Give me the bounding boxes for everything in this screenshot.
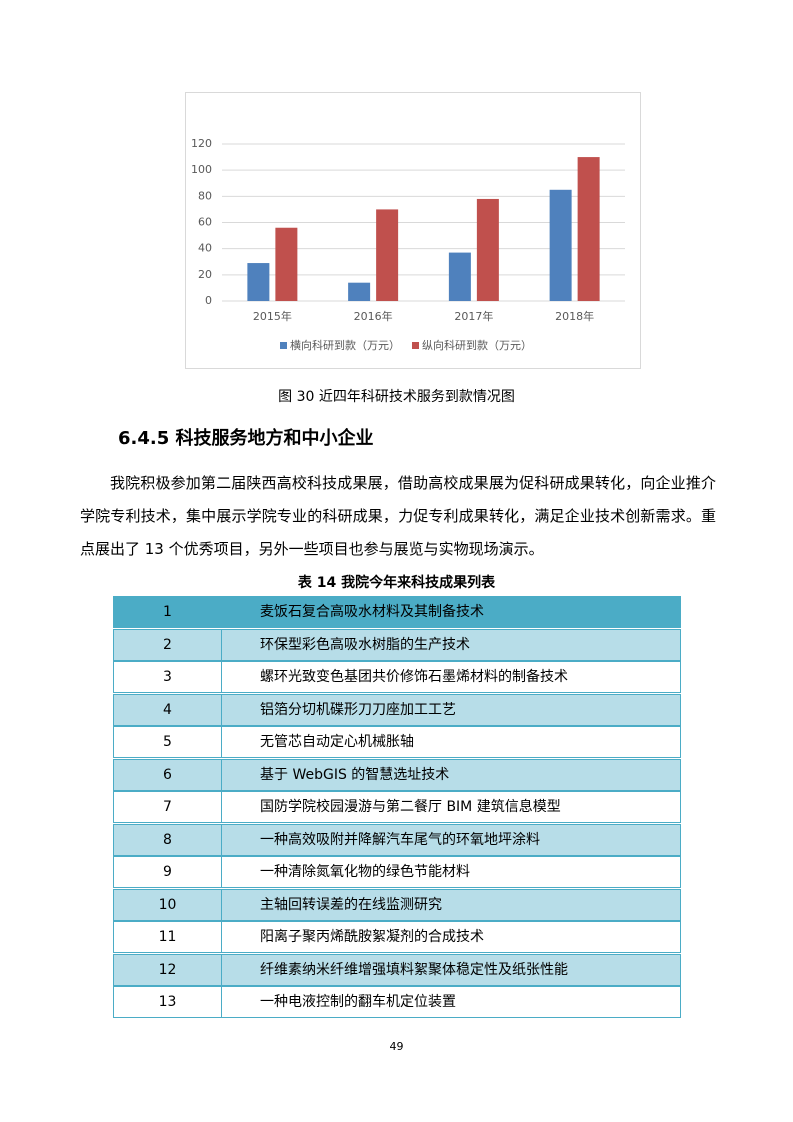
row-number: 3 [114,662,222,692]
row-number: 13 [114,987,222,1017]
row-number: 12 [114,954,222,985]
row-title: 环保型彩色高吸水树脂的生产技术 [260,636,470,653]
table-row: 1 麦饭石复合高吸水材料及其制备技术 [113,596,681,628]
table-row: 10 主轴回转误差的在线监测研究 [113,888,681,921]
row-number: 5 [114,727,222,757]
y-tick-label: 60 [198,216,212,229]
bar [348,282,371,301]
row-title: 纤维素纳米纤维增强填料絮聚体稳定性及纸张性能 [260,961,568,978]
row-title: 铝箔分切机碟形刀刀座加工工艺 [260,701,456,718]
table-row: 6 基于 WebGIS 的智慧选址技术 [113,758,681,791]
row-number: 4 [114,694,222,725]
row-number: 8 [114,824,222,855]
row-number: 1 [114,597,222,627]
table-row: 4 铝箔分切机碟形刀刀座加工工艺 [113,693,681,726]
table-row: 7 国防学院校园漫游与第二餐厅 BIM 建筑信息模型 [113,791,681,823]
table-row: 13 一种电液控制的翻车机定位装置 [113,986,681,1018]
row-number: 9 [114,857,222,887]
row-title: 无管芯自动定心机械胀轴 [260,734,414,750]
row-title: 一种电液控制的翻车机定位装置 [260,994,456,1010]
figure-caption: 图 30 近四年科研技术服务到款情况图 [278,389,515,405]
bar [577,157,600,301]
legend-label: 纵向科研到款（万元） [422,338,532,352]
row-number: 7 [114,792,222,822]
bar [247,263,270,301]
row-title: 阳离子聚丙烯酰胺絮凝剂的合成技术 [260,929,484,945]
y-tick-label: 0 [205,294,212,307]
table-row: 8 一种高效吸附并降解汽车尾气的环氧地坪涂料 [113,823,681,856]
table-caption: 表 14 我院今年来科技成果列表 [297,575,496,591]
y-tick-label: 120 [191,137,212,150]
chart: 0 20 40 60 80 100 120 2015年 2016年 2017年 2018年横向科研到… [185,92,641,369]
legend-swatch [412,342,419,349]
legend-swatch [280,342,287,349]
table-row: 9 一种清除氮氧化物的绿色节能材料 [113,856,681,888]
bar [549,189,572,301]
bar [376,209,399,301]
table-row: 5 无管芯自动定心机械胀轴 [113,726,681,758]
x-tick-label: 2017年 [454,309,493,323]
row-title: 基于 WebGIS 的智慧选址技术 [260,766,450,783]
x-tick-label: 2015年 [253,309,292,323]
row-number: 11 [114,922,222,952]
table-row: 12 纤维素纳米纤维增强填料絮聚体稳定性及纸张性能 [113,953,681,986]
table-row: 11 阳离子聚丙烯酰胺絮凝剂的合成技术 [113,921,681,953]
row-number: 10 [114,889,222,920]
bar [476,198,499,301]
row-title: 麦饭石复合高吸水材料及其制备技术 [260,604,484,620]
page-number: 49 [389,1040,404,1053]
x-tick-label: 2016年 [354,309,393,323]
row-title: 一种清除氮氧化物的绿色节能材料 [260,864,470,880]
row-number: 2 [114,629,222,660]
x-tick-label: 2018年 [555,309,594,323]
row-number: 6 [114,759,222,790]
y-tick-label: 100 [191,163,212,176]
row-title: 国防学院校园漫游与第二餐厅 BIM 建筑信息模型 [260,799,561,815]
heading: 6.4.5 科技服务地方和中小企业 [118,428,374,449]
bar [275,227,298,301]
table-row: 2 环保型彩色高吸水树脂的生产技术 [113,628,681,661]
row-title: 螺环光致变色基团共价修饰石墨烯材料的制备技术 [260,669,568,685]
row-title: 主轴回转误差的在线监测研究 [260,896,442,913]
table-row: 3 螺环光致变色基团共价修饰石墨烯材料的制备技术 [113,661,681,693]
bar [448,252,471,301]
y-tick-label: 80 [198,189,212,202]
paragraph: 我院积极参加第二届陕西高校科技成果展，借助高校成果展为促科研成果转化，向企业推介… [80,474,716,558]
y-tick-label: 40 [198,242,212,255]
legend-label: 横向科研到款（万元） [290,338,400,352]
chart-frame [185,92,641,369]
row-title: 一种高效吸附并降解汽车尾气的环氧地坪涂料 [260,831,540,848]
y-tick-label: 20 [198,268,212,281]
